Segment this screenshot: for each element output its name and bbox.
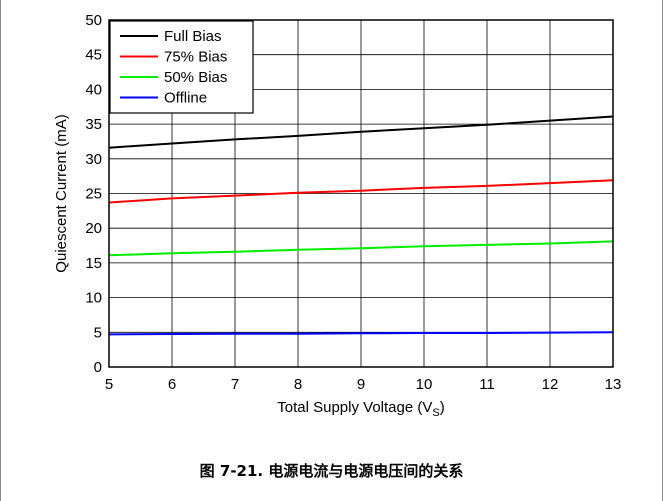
plot-border <box>108 19 614 368</box>
legend-label: Full Bias <box>164 28 222 45</box>
series-line-50-bias <box>108 240 614 257</box>
x-tick-label: 7 <box>231 376 239 393</box>
legend-label: Offline <box>164 90 207 107</box>
frame-left-border <box>0 0 1 501</box>
y-tick-label: 0 <box>94 359 102 376</box>
y-tick-label: 25 <box>85 186 102 203</box>
x-tick-label: 10 <box>416 376 433 393</box>
x-tick-label: 5 <box>105 376 113 393</box>
y-tick-label: 5 <box>94 324 102 341</box>
y-tick-label: 20 <box>85 220 102 237</box>
x-tick-label: 9 <box>357 376 365 393</box>
series-line-75-bias <box>108 179 614 204</box>
legend-label: 50% Bias <box>164 69 227 86</box>
x-tick-label: 8 <box>294 376 302 393</box>
legend: Full Bias 75% Bias 50% Bias Offline <box>109 20 254 114</box>
x-axis-label: Total Supply Voltage (VS) <box>277 399 444 419</box>
y-tick-label: 15 <box>85 255 102 272</box>
series-lines <box>108 115 614 336</box>
y-tick-label: 50 <box>85 12 102 29</box>
x-tick-labels: 5 6 7 8 9 10 11 12 13 <box>105 376 622 393</box>
y-tick-label: 40 <box>85 81 102 98</box>
x-tick-label: 11 <box>479 376 495 393</box>
y-tick-label: 30 <box>85 151 102 168</box>
figure-caption: 图 7-21. 电源电流与电源电压间的关系 <box>199 462 464 480</box>
y-tick-labels: 0 5 10 15 20 25 30 35 40 45 50 <box>85 12 102 376</box>
x-tick-label: 12 <box>542 376 559 393</box>
y-tick-label: 35 <box>85 116 102 133</box>
legend-label: 75% Bias <box>164 49 227 66</box>
x-tick-label: 13 <box>605 376 622 393</box>
y-tick-label: 10 <box>85 290 102 307</box>
series-line-full-bias <box>108 115 614 149</box>
x-tick-label: 6 <box>168 376 176 393</box>
y-tick-label: 45 <box>85 47 102 64</box>
series-line-offline <box>108 331 614 336</box>
y-axis-label: Quiescent Current (mA) <box>53 114 70 272</box>
grid-lines <box>109 20 613 367</box>
